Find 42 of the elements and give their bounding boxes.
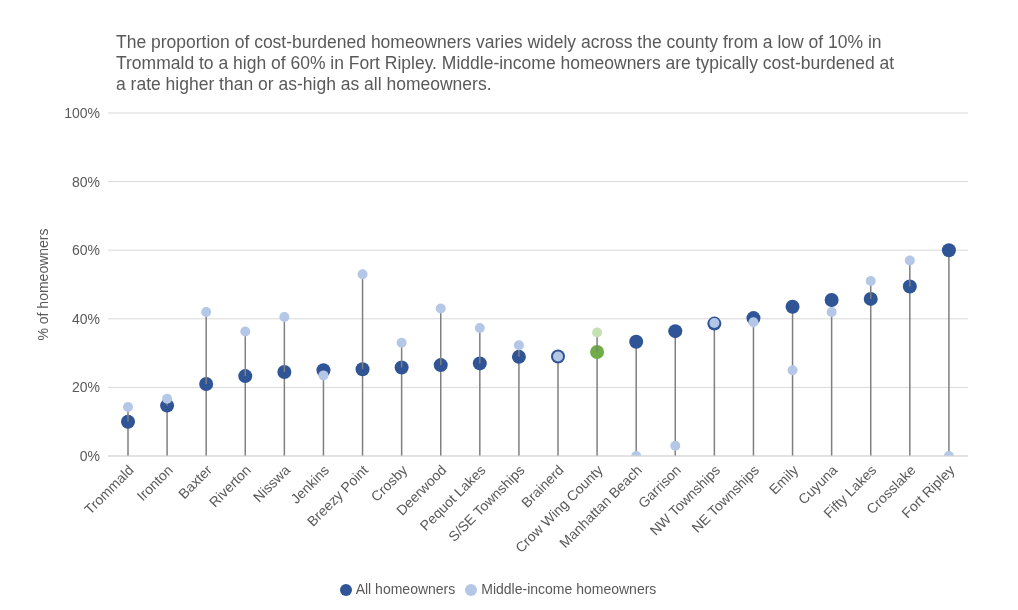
- y-tick-label: 80%: [71, 173, 100, 190]
- point: [199, 376, 214, 391]
- point: [863, 291, 878, 306]
- point: [279, 312, 290, 323]
- point: [941, 243, 956, 258]
- point: [629, 334, 644, 349]
- legend-label: All homeowners: [355, 581, 456, 597]
- point: [904, 255, 915, 266]
- point: [394, 360, 409, 375]
- point: [240, 326, 251, 337]
- point: [121, 414, 135, 429]
- point: [748, 317, 759, 328]
- point: [355, 362, 370, 377]
- y-tick-label: 0%: [79, 447, 100, 464]
- point: [785, 299, 800, 314]
- y-tick-label: 100%: [64, 104, 100, 121]
- point: [123, 401, 133, 412]
- point: [513, 340, 524, 351]
- y-tick-label: 60%: [71, 242, 100, 259]
- point: [670, 440, 681, 451]
- point: [865, 276, 876, 287]
- point: [433, 358, 448, 373]
- point: [511, 349, 526, 364]
- point: [824, 292, 839, 307]
- point: [201, 306, 212, 317]
- point: [396, 337, 407, 348]
- y-tick-label: 20%: [71, 379, 100, 396]
- point: [357, 269, 368, 280]
- y-axis-title: % of homeowners: [34, 228, 51, 341]
- point: [590, 345, 605, 360]
- point: [668, 324, 683, 339]
- point: [435, 303, 446, 314]
- point: [474, 323, 485, 334]
- chart-title: The proportion of cost-burdened homeowners varies widely across the county from a low of 10% in Trommald to a high of 60% in Fort Ripley. Middle-income homeowners are typically cost-burdened at a rate higher than or as-high as all homeowners.: [116, 32, 896, 95]
- point: [826, 306, 837, 317]
- point: [787, 365, 798, 376]
- point: [318, 370, 329, 381]
- y-tick-label: 40%: [71, 310, 100, 327]
- point: [238, 369, 253, 384]
- point: [277, 364, 292, 379]
- legend-label: Middle-income homeowners: [481, 581, 657, 597]
- point: [592, 327, 603, 338]
